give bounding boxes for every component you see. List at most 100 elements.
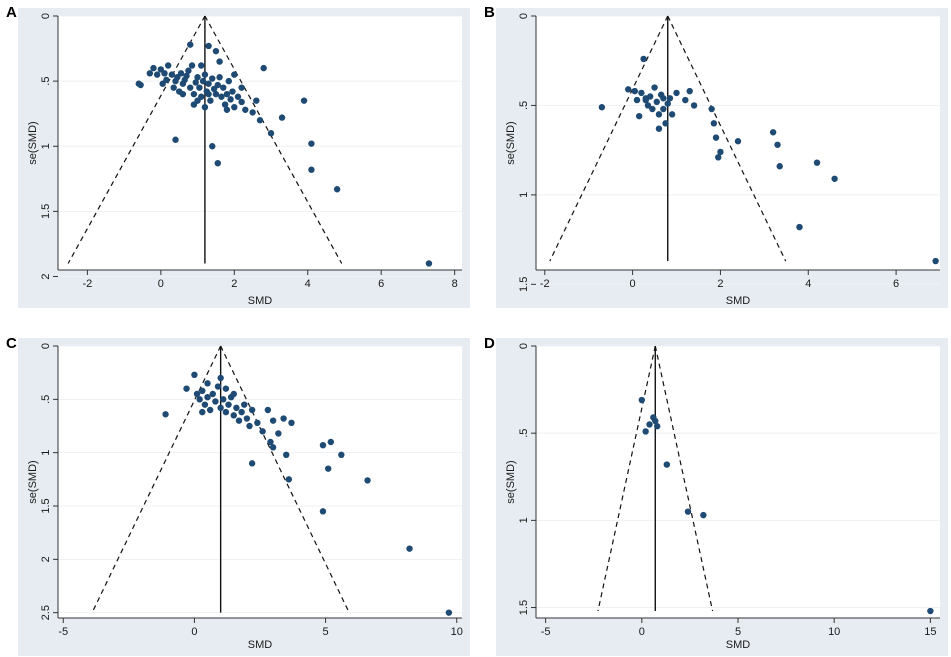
panel-b-data-point xyxy=(631,87,639,95)
panel-a-x-tick-label: 6 xyxy=(378,278,384,290)
panel-a-data-point xyxy=(425,260,433,267)
panel-a-data-point xyxy=(177,70,185,77)
panel-b-data-point xyxy=(655,111,663,118)
panel-b-data-point xyxy=(708,105,715,113)
panel-d-funnel-right-line xyxy=(654,345,714,612)
panel-a-data-point xyxy=(187,41,194,48)
panel-c-data-point xyxy=(235,417,243,424)
panel-a-y-tick-label: 1.5 xyxy=(40,204,52,219)
panel-b-data-point xyxy=(660,95,667,102)
panel-d-x-tick-label: -5 xyxy=(541,626,551,638)
panel-a-data-point xyxy=(137,81,144,89)
panel-a-data-point xyxy=(238,84,245,91)
panel-a-funnel-left-line xyxy=(67,15,206,264)
panel-b-data-point xyxy=(649,105,656,113)
panel-b-y-axis-title: se(SMD) xyxy=(505,121,517,164)
panel-c-data-point xyxy=(325,465,332,472)
panel-c-data-point xyxy=(196,396,203,403)
panel-d-data-point xyxy=(654,423,661,430)
panel-b-data-point xyxy=(774,141,781,148)
panel-b-data-point xyxy=(640,55,647,63)
panel-c-data-point xyxy=(319,508,327,515)
panel-a-data-point xyxy=(172,136,179,143)
panel-c-y-tick-label: 0 xyxy=(40,343,52,349)
panel-a-data-point xyxy=(183,72,190,80)
panel-b-data-point xyxy=(635,112,643,120)
panel-a-data-point xyxy=(201,103,209,111)
panel-d-x-tick-label: 15 xyxy=(924,626,936,638)
panel-c-data-point xyxy=(285,476,293,483)
panel-c-data-point xyxy=(264,406,272,414)
panel-d-data-point xyxy=(638,396,646,404)
panel-a-data-point xyxy=(333,186,341,193)
panel-c-data-point xyxy=(243,415,251,422)
panel-b-data-point xyxy=(662,120,669,127)
panel-c-data-point xyxy=(199,387,206,394)
panel-c-data-point xyxy=(406,545,413,552)
panel-label-d: D xyxy=(484,335,495,352)
panel-d-x-tick-label: 5 xyxy=(735,626,741,638)
panel-b-data-point xyxy=(644,102,652,109)
panel-b-data-point xyxy=(633,96,641,104)
panel-c-data-point xyxy=(283,451,290,458)
panel-a-x-tick-label: 4 xyxy=(305,278,311,290)
panel-c-y-tick-label: 2.5 xyxy=(40,605,52,620)
panel-b-data-point xyxy=(710,120,718,127)
panel-b-data-point xyxy=(651,84,658,91)
panel-b-data-point xyxy=(598,104,606,111)
panel-c-x-tick-label: 10 xyxy=(451,626,463,638)
panel-c-data-point xyxy=(269,444,277,451)
panel-a-data-point xyxy=(170,84,177,91)
panel-a-data-point xyxy=(199,77,207,85)
panel-a-data-point xyxy=(190,101,198,108)
panel-a-data-point xyxy=(267,130,275,137)
panel-a-data-point xyxy=(209,75,216,82)
panel-a-data-point xyxy=(225,77,232,85)
panel-b-data-point xyxy=(673,89,680,97)
panel-d-x-axis-title: SMD xyxy=(726,639,751,651)
panel-d-data-point xyxy=(700,511,707,519)
panel-a-data-point xyxy=(216,74,223,81)
panel-d-y-tick-label: 1 xyxy=(518,517,530,523)
panel-a-data-point xyxy=(260,64,267,72)
panel-a-plot-area xyxy=(58,16,462,270)
panel-a-data-point xyxy=(192,79,199,86)
panel-a-x-tick-label: 0 xyxy=(158,278,164,290)
panel-a-data-point xyxy=(164,62,172,69)
panel-a-x-axis-title: SMD xyxy=(248,295,273,307)
panel-c-y-tick-label: .5 xyxy=(40,395,52,404)
panel-b-data-point xyxy=(734,138,742,145)
panel-a-data-point xyxy=(242,106,249,113)
panel-b-data-point xyxy=(638,89,645,97)
panel-c-data-point xyxy=(230,390,237,398)
panel-c-plot-area xyxy=(58,346,462,618)
panel-c-y-tick-label: 2 xyxy=(40,556,52,562)
panel-a-data-point xyxy=(179,90,187,98)
panel-b-funnel-right-line xyxy=(667,15,787,262)
panel-c-data-point xyxy=(288,419,295,426)
panel-c-data-point xyxy=(199,408,206,416)
panel-label-b: B xyxy=(484,4,495,21)
panel-c-data-point xyxy=(327,438,335,446)
panel-b-data-point xyxy=(796,223,803,231)
panel-c-data-point xyxy=(201,401,209,408)
panel-b-data-point xyxy=(813,159,821,166)
panel-b-data-point xyxy=(776,163,783,170)
panel-b-x-tick-label: 2 xyxy=(717,278,723,290)
panel-c-data-point xyxy=(212,398,219,405)
panel-a-data-point xyxy=(223,90,231,98)
panel-b-y-tick-label: 1 xyxy=(518,192,530,198)
panel-c-data-point xyxy=(230,412,237,419)
panel-a-data-point xyxy=(308,166,315,173)
panel-c-data-point xyxy=(209,390,216,398)
panel-c-data-point xyxy=(248,460,256,467)
panel-c-funnel-right-line xyxy=(220,345,350,613)
panel-c-data-point xyxy=(204,380,211,387)
panel-c-data-point xyxy=(248,406,256,414)
panel-b-data-point xyxy=(831,175,838,182)
panel-b-x-tick-label: 4 xyxy=(805,278,811,290)
panel-b-x-tick-label: 0 xyxy=(630,278,636,290)
panel-a-data-point xyxy=(249,109,256,116)
panel-a-data-point xyxy=(216,58,223,65)
panel-c-data-point xyxy=(267,438,274,446)
